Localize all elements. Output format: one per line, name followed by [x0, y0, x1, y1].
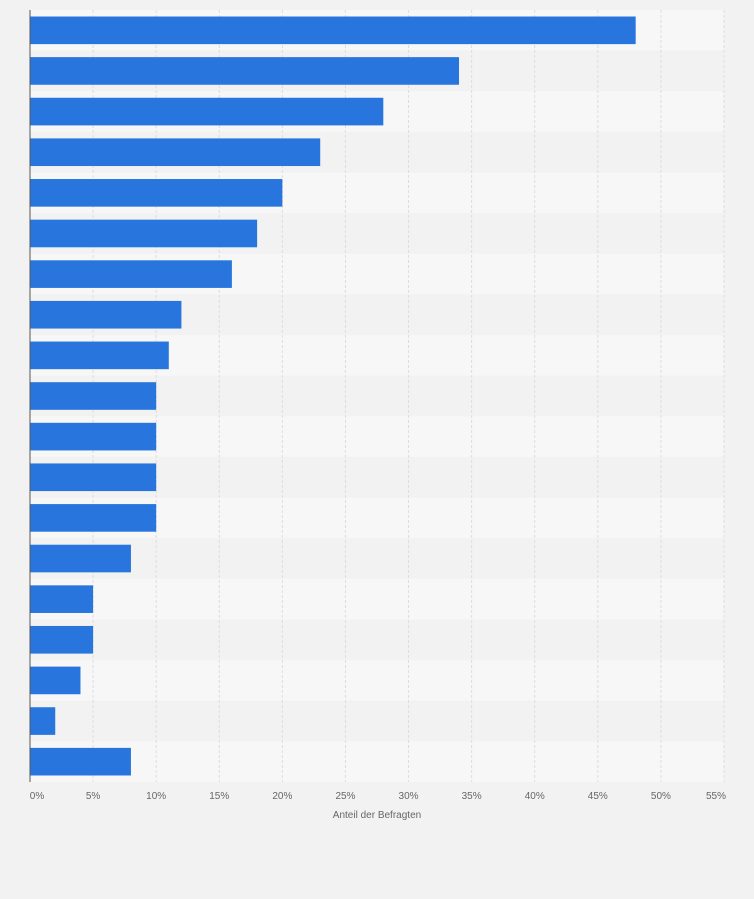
bars [30, 16, 636, 776]
bar [30, 585, 94, 613]
x-tick-label: 30% [399, 791, 419, 802]
bar [30, 666, 81, 695]
x-tick-label: 10% [146, 791, 166, 802]
x-tick-label: 25% [335, 791, 355, 802]
x-tick-label: 45% [588, 791, 608, 802]
bar [30, 463, 157, 492]
row-band [30, 619, 724, 661]
row-band [30, 578, 724, 620]
bar [30, 57, 460, 85]
x-axis-title: Anteil der Befragten [333, 810, 421, 821]
x-tick-label: 50% [651, 791, 671, 802]
bar [30, 179, 283, 207]
bar [30, 625, 94, 654]
bar [30, 707, 56, 735]
x-tick-label: 15% [209, 791, 229, 802]
bar [30, 504, 157, 532]
bar [30, 16, 636, 45]
x-tick-label: 5% [86, 791, 101, 802]
x-tick-label: 35% [462, 791, 482, 802]
x-tick-label: 40% [525, 791, 545, 802]
x-axis-ticks: 0% 5% 10% 15% 20% 25% 30% 35% 40% 45% 50% 55% [30, 791, 726, 802]
bar [30, 97, 384, 126]
bar [30, 747, 131, 776]
x-tick-label: 55% [706, 791, 726, 802]
x-tick-label: 20% [272, 791, 292, 802]
bar [30, 300, 182, 329]
row-band [30, 660, 724, 701]
bar [30, 382, 157, 410]
bar [30, 422, 157, 451]
bar [30, 138, 321, 167]
row-band [30, 700, 724, 742]
bar [30, 544, 131, 573]
bar [30, 219, 258, 248]
row-band [30, 741, 724, 782]
bar [30, 341, 169, 370]
x-tick-label: 0% [30, 791, 45, 802]
bar [30, 260, 232, 288]
row-band [30, 538, 724, 579]
